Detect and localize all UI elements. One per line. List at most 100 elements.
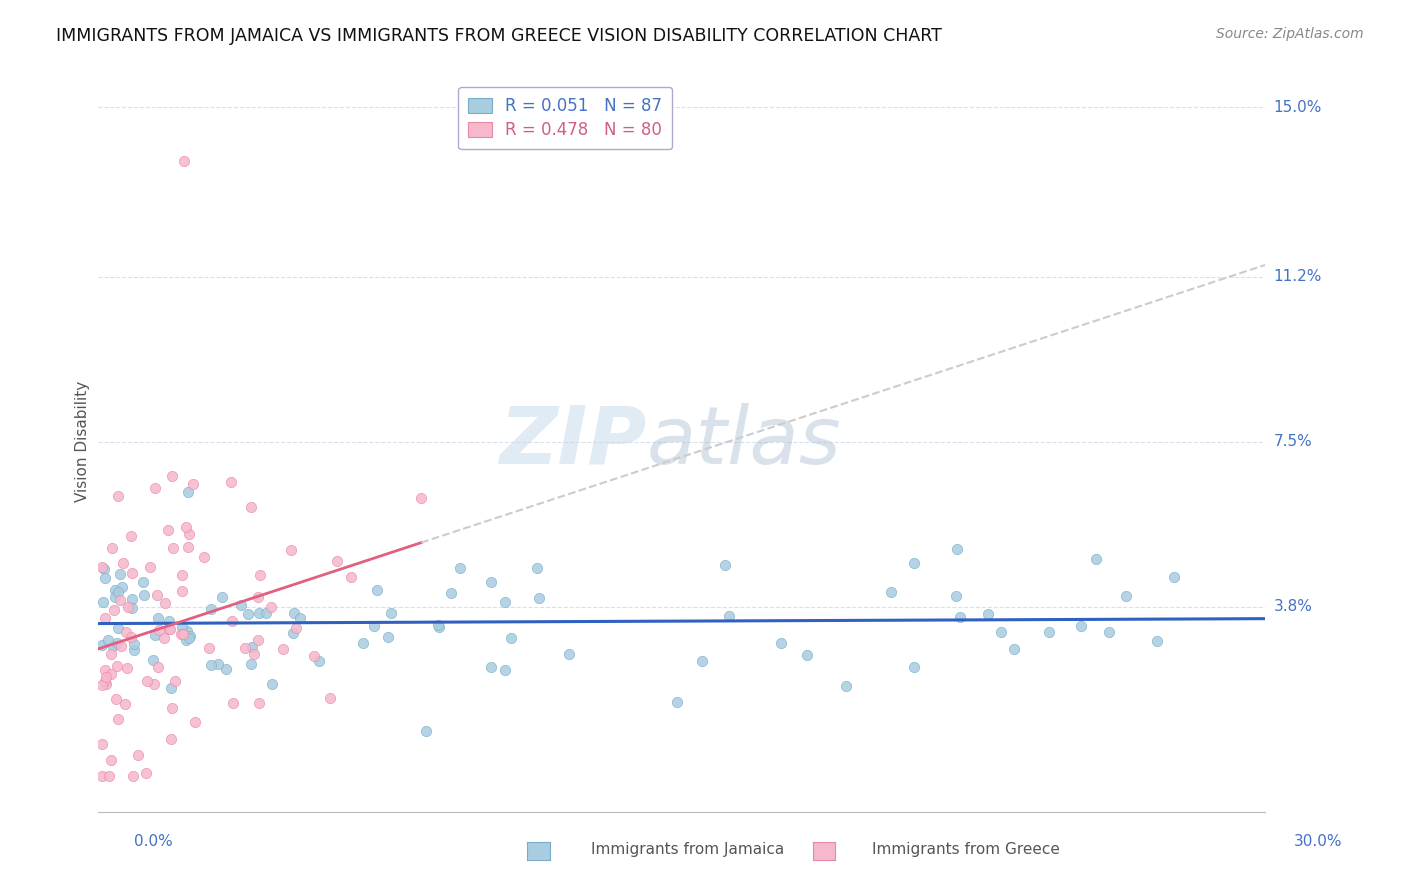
Point (796, 648, 818, 662)
Point (157, 622, 180, 636)
Point (91, 737, 114, 751)
Point (247, 606, 270, 620)
Point (111, 580, 134, 594)
Point (157, 614, 180, 628)
Point (246, 590, 269, 604)
Point (302, 649, 325, 664)
Point (527, 591, 550, 606)
Point (176, 624, 198, 638)
Point (236, 607, 259, 622)
Point (94, 571, 117, 585)
Point (136, 673, 159, 688)
Point (107, 489, 129, 503)
Point (1084, 552, 1107, 566)
Point (107, 621, 129, 635)
Point (160, 469, 183, 483)
Point (91, 560, 114, 574)
Legend: R = 0.051   N = 87, R = 0.478   N = 80: R = 0.051 N = 87, R = 0.478 N = 80 (458, 87, 672, 149)
Point (193, 550, 215, 565)
Point (162, 541, 184, 555)
Point (91, 638, 114, 652)
Point (170, 627, 193, 641)
Point (340, 570, 363, 584)
Point (990, 624, 1012, 639)
Point (107, 585, 129, 599)
Point (181, 477, 204, 491)
Point (260, 599, 283, 614)
Point (108, 566, 131, 581)
Point (246, 632, 269, 647)
Point (288, 610, 311, 624)
Point (159, 623, 181, 637)
Point (97, 633, 120, 648)
Text: 11.2%: 11.2% (1274, 269, 1322, 284)
Point (949, 610, 972, 624)
Point (170, 568, 193, 582)
Point (976, 607, 998, 621)
Point (283, 625, 305, 640)
Point (120, 528, 142, 542)
Point (177, 527, 200, 541)
Point (325, 554, 347, 568)
Point (481, 659, 503, 673)
Point (247, 696, 270, 710)
Point (172, 626, 194, 640)
Point (121, 566, 143, 581)
Point (903, 556, 925, 570)
Point (94, 677, 117, 691)
Point (240, 657, 263, 671)
Point (1146, 634, 1168, 648)
Point (143, 628, 166, 642)
Point (127, 748, 149, 763)
Point (1002, 641, 1025, 656)
Point (177, 485, 200, 500)
Text: ZIP: ZIP (499, 402, 647, 481)
Point (215, 662, 238, 676)
Point (240, 640, 263, 654)
Point (91, 769, 114, 783)
Point (207, 657, 229, 672)
Point (114, 697, 136, 711)
Point (319, 690, 342, 705)
Point (1070, 619, 1092, 633)
Y-axis label: Vision Disability: Vision Disability (75, 381, 90, 502)
Point (94, 670, 117, 684)
Point (117, 600, 139, 615)
Point (163, 673, 186, 688)
Point (183, 714, 205, 729)
Point (352, 636, 374, 650)
Point (170, 620, 193, 634)
Point (221, 614, 243, 628)
Text: 15.0%: 15.0% (1274, 100, 1322, 114)
Point (280, 543, 302, 558)
Text: Source: ZipAtlas.com: Source: ZipAtlas.com (1216, 27, 1364, 41)
Point (146, 588, 169, 602)
Point (94, 611, 117, 625)
Point (101, 541, 124, 555)
Point (1038, 624, 1060, 639)
Point (160, 731, 183, 746)
Point (122, 769, 145, 783)
Point (179, 631, 201, 645)
Point (283, 606, 305, 620)
Point (769, 636, 792, 650)
Point (115, 624, 138, 639)
Point (152, 631, 174, 645)
Point (714, 558, 737, 572)
Point (145, 482, 167, 496)
Point (880, 585, 903, 599)
Point (308, 654, 330, 668)
Point (235, 640, 257, 655)
Point (100, 753, 122, 767)
Point (219, 475, 242, 490)
Point (1097, 625, 1119, 640)
Point (1163, 570, 1185, 584)
Point (94, 673, 117, 688)
Text: 0.0%: 0.0% (134, 834, 173, 849)
Point (122, 637, 145, 651)
Point (146, 611, 169, 625)
Point (93, 663, 115, 677)
Point (479, 574, 502, 589)
Point (903, 660, 925, 674)
Point (380, 606, 402, 620)
